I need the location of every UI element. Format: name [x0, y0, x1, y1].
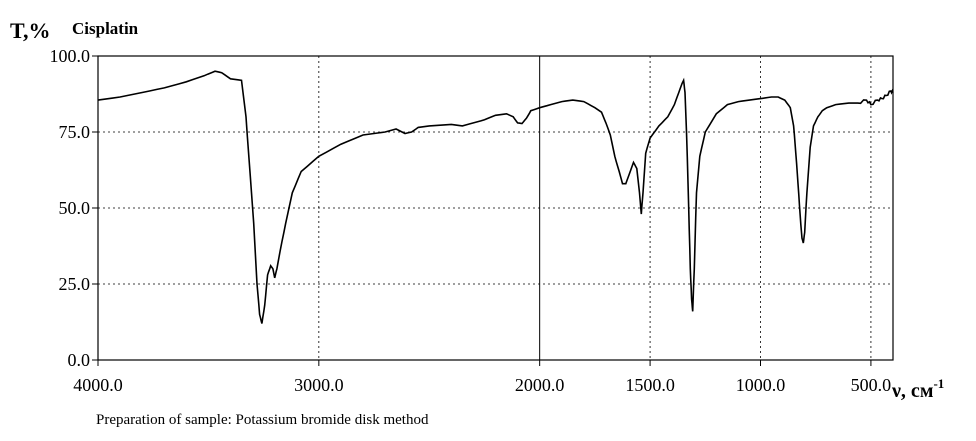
x-tick-label: 3000.0 — [294, 375, 344, 395]
chart-title: Cisplatin — [72, 19, 139, 38]
sample-preparation-note: Preparation of sample: Potassium bromide… — [96, 412, 429, 428]
x-tick-labels: 4000.0 3000.0 2000.0 1500.0 1000.0 500.0 — [73, 360, 891, 395]
x-axis-label-main: ν, см — [891, 380, 933, 402]
x-tick-label: 4000.0 — [73, 375, 123, 395]
x-tick-label: 2000.0 — [515, 375, 565, 395]
plot-frame — [97, 55, 894, 361]
x-tick-label: 1000.0 — [736, 375, 786, 395]
y-tick-label: 25.0 — [59, 274, 91, 294]
x-tick-label: 500.0 — [851, 375, 892, 395]
y-tick-label: 50.0 — [59, 198, 91, 218]
y-axis-label: T,% — [10, 18, 51, 43]
y-tick-label: 0.0 — [68, 350, 91, 370]
x-axis-label-sup: -1 — [933, 376, 944, 391]
y-tick-labels: 0.0 25.0 50.0 75.0 100.0 — [50, 46, 98, 370]
grid-lines — [98, 56, 893, 360]
y-tick-label: 75.0 — [59, 122, 91, 142]
x-axis-label: ν, см-1 — [891, 376, 944, 402]
x-tick-label: 1500.0 — [625, 375, 675, 395]
y-tick-label: 100.0 — [50, 46, 91, 66]
series-line-transmittance — [97, 70, 894, 324]
